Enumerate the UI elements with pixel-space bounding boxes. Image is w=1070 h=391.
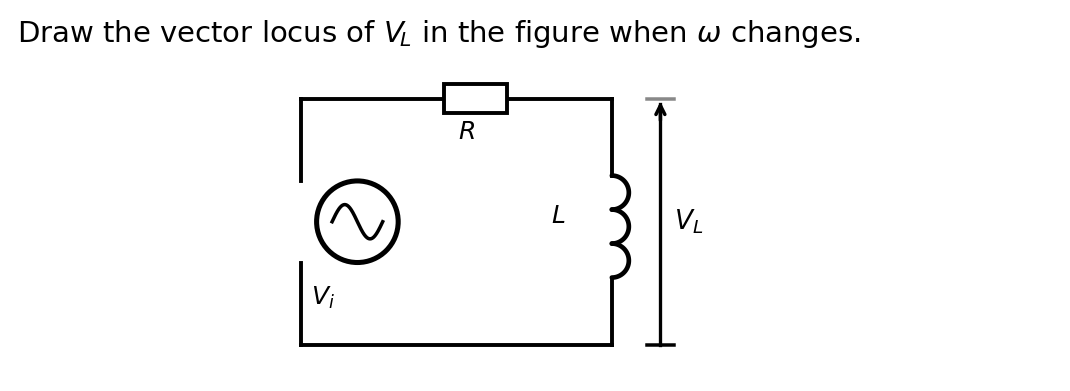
Text: $V_L$: $V_L$ [674,208,703,236]
Text: $L$: $L$ [551,205,566,228]
Text: Draw the vector locus of $V_{\!L}$ in the figure when $\omega$ changes.: Draw the vector locus of $V_{\!L}$ in th… [17,18,861,50]
Text: $V_i$: $V_i$ [310,285,335,311]
Bar [444,84,507,113]
Text: $R$: $R$ [458,121,475,144]
